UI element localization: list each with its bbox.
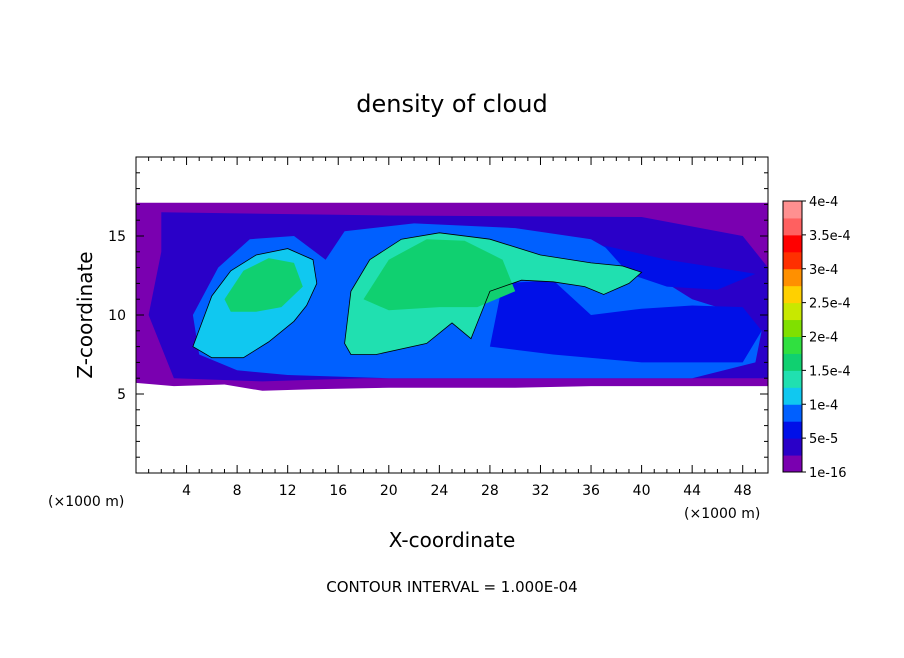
x-axis-unit-left: (×1000 m) — [48, 494, 124, 510]
x-tick-label: 16 — [329, 483, 347, 499]
plot-area — [136, 202, 768, 391]
colorbar: 1e-16 5e-5 1e-4 1.5e-4 2e-4 2.5e-4 3e-4 3.5e-4 4… — [782, 195, 851, 481]
y-axis: 5 10 15 — [108, 172, 768, 458]
colorbar-swatch — [783, 251, 802, 270]
contour-interval-note: CONTOUR INTERVAL = 1.000E-04 — [326, 578, 577, 596]
x-tick-label: 4 — [182, 483, 191, 499]
y-tick-label: 5 — [117, 387, 126, 403]
x-tick-label: 32 — [532, 483, 550, 499]
colorbar-swatch — [783, 353, 802, 371]
chart-title: density of cloud — [356, 90, 547, 118]
field-region-anvil-spread — [603, 245, 756, 290]
colorbar-tick-label: 4e-4 — [809, 195, 838, 210]
colorbar-tick-label: 3.5e-4 — [809, 229, 851, 244]
colorbar-swatch — [783, 370, 802, 388]
colorbar-swatch — [783, 285, 802, 304]
field-region-main-core-top — [363, 239, 516, 311]
y-tick-label: 15 — [108, 229, 126, 245]
colorbar-swatch — [783, 438, 802, 456]
x-tick-label: 40 — [633, 483, 651, 499]
x-tick-label: 28 — [481, 483, 499, 499]
x-tick-label: 20 — [380, 483, 398, 499]
field-region-left-core-top — [224, 258, 303, 312]
colorbar-swatch — [783, 217, 802, 236]
x-axis-unit-right: (×1000 m) — [684, 506, 760, 522]
colorbar-tick-label: 1e-4 — [809, 398, 838, 413]
colorbar-swatch — [783, 455, 802, 473]
field-region-lower-cells — [489, 280, 762, 363]
colorbar-swatch — [783, 268, 802, 287]
x-axis-title: X-coordinate — [389, 528, 516, 552]
contour-line-left-core — [192, 248, 318, 359]
colorbar-tick-label: 1e-16 — [809, 466, 847, 481]
contour-line-main-core — [344, 232, 643, 355]
colorbar-tick-label: 5e-5 — [809, 432, 838, 447]
colorbar-tick-label: 2e-4 — [809, 331, 838, 346]
x-tick-label: 24 — [430, 483, 448, 499]
colorbar-tick-label: 3e-4 — [809, 263, 838, 278]
colorbar-swatch — [783, 201, 802, 219]
x-tick-label: 44 — [683, 483, 701, 499]
y-tick-label: 10 — [108, 308, 126, 324]
colorbar-swatch — [783, 234, 802, 253]
colorbar-tick-label: 2.5e-4 — [809, 297, 851, 312]
x-axis: 4 8 12 16 20 24 28 32 36 40 44 48 — [148, 157, 756, 499]
x-tick-label: 8 — [233, 483, 242, 499]
colorbar-tick-label: 1.5e-4 — [809, 364, 851, 379]
colorbar-swatch — [783, 336, 802, 354]
x-tick-label: 36 — [582, 483, 600, 499]
x-tick-label: 48 — [734, 483, 752, 499]
colorbar-swatch — [783, 319, 802, 337]
y-axis-title: Z-coordinate — [73, 251, 97, 378]
x-tick-label: 12 — [279, 483, 297, 499]
colorbar-swatch — [783, 404, 802, 422]
colorbar-swatch — [783, 302, 802, 321]
colorbar-swatch — [783, 387, 802, 405]
colorbar-swatch — [783, 421, 802, 439]
